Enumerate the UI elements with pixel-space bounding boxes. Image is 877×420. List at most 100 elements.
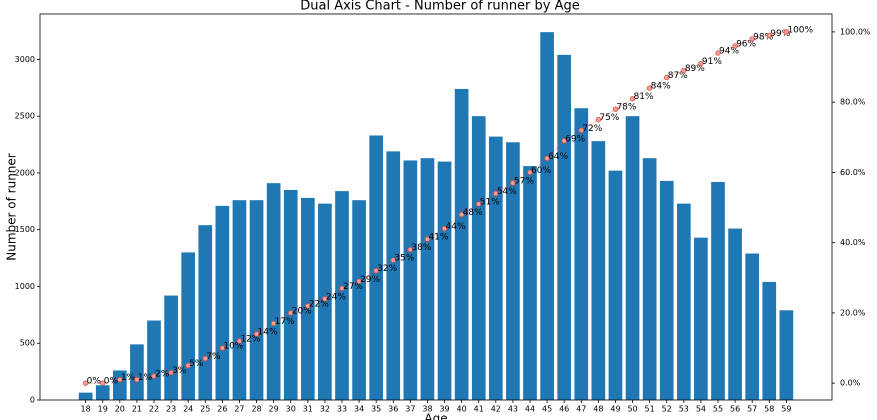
x-tick-label: 28 <box>251 405 261 414</box>
data-label: 17% <box>275 317 295 327</box>
x-tick-label: 52 <box>662 405 672 414</box>
data-label: 75% <box>599 113 619 123</box>
x-tick-label: 33 <box>337 405 347 414</box>
bar <box>147 320 161 400</box>
x-tick-label: 48 <box>593 405 603 414</box>
line-marker <box>561 138 567 144</box>
data-label: 12% <box>240 334 260 344</box>
bar <box>130 344 144 400</box>
x-tick-label: 42 <box>491 405 501 414</box>
x-tick-label: 39 <box>439 405 449 414</box>
x-tick-label: 20 <box>115 405 125 414</box>
bar <box>300 197 315 400</box>
x-tick-label: 50 <box>627 405 637 414</box>
bar <box>454 88 469 400</box>
line-marker <box>441 225 448 232</box>
bar <box>762 281 777 400</box>
x-tick-label: 36 <box>388 405 398 414</box>
bar <box>249 200 264 400</box>
data-label: 27% <box>343 282 363 292</box>
x-tick-label: 54 <box>696 405 706 414</box>
data-label: 48% <box>463 208 483 218</box>
x-tick-label: 47 <box>576 405 586 414</box>
y-tick-label: 1500 <box>15 225 35 234</box>
x-tick-label: 46 <box>559 405 569 414</box>
x-tick-label: 38 <box>422 405 432 414</box>
line-marker <box>698 60 704 67</box>
line-marker <box>476 201 482 207</box>
line-marker <box>407 246 414 253</box>
x-tick-label: 56 <box>730 405 740 414</box>
bar <box>403 160 418 400</box>
bar <box>745 253 760 400</box>
data-label: 94% <box>719 46 739 56</box>
line-marker <box>270 320 277 327</box>
x-tick-label: 59 <box>781 405 791 414</box>
x-tick-label: 57 <box>747 405 757 414</box>
bar <box>728 228 742 400</box>
data-label: 69% <box>565 134 585 144</box>
x-tick-label: 22 <box>149 405 159 414</box>
data-label: 32% <box>377 264 397 274</box>
x-tick-label: 37 <box>405 405 415 414</box>
bar <box>471 116 486 401</box>
x-tick-label: 45 <box>542 405 552 414</box>
line-marker <box>493 190 499 197</box>
line-marker <box>339 285 345 292</box>
line-marker <box>322 296 328 302</box>
line-marker <box>715 50 721 56</box>
bar <box>540 32 554 401</box>
data-label: 81% <box>634 92 654 102</box>
data-label: 57% <box>514 176 534 186</box>
data-label: 54% <box>497 187 517 197</box>
line-marker <box>783 29 790 35</box>
y-axis-label: Number of runner <box>5 153 19 261</box>
y-tick-label: 3000 <box>15 55 35 64</box>
bar <box>215 205 230 400</box>
bar <box>437 161 452 400</box>
y-tick-label: 1000 <box>15 282 35 291</box>
bar <box>694 237 708 400</box>
y2-tick-label: 100.0% <box>840 27 871 36</box>
line-marker <box>595 117 602 123</box>
bar <box>335 191 349 400</box>
data-label: 22% <box>309 299 329 309</box>
data-label: 87% <box>668 71 688 81</box>
x-tick-label: 51 <box>645 405 655 414</box>
bar <box>283 189 298 400</box>
line-marker <box>629 95 636 102</box>
data-label: 44% <box>446 222 466 232</box>
data-label: 5% <box>189 359 204 369</box>
y2-tick-label: 60.0% <box>840 168 866 177</box>
data-label: 0% <box>87 377 102 387</box>
x-tick-label: 58 <box>764 405 774 414</box>
line-marker <box>510 180 516 186</box>
bar <box>198 225 213 400</box>
data-label: 41% <box>428 233 448 243</box>
bar <box>659 180 674 400</box>
data-label: 3% <box>172 366 187 376</box>
line-marker <box>134 376 140 383</box>
data-label: 1% <box>138 373 153 383</box>
line-marker <box>185 362 191 369</box>
bar <box>608 170 623 400</box>
bar <box>676 203 691 400</box>
bar <box>95 385 110 400</box>
y-tick-label: 0 <box>30 396 35 405</box>
y2-tick-label: 40.0% <box>840 238 866 247</box>
line-marker <box>527 169 533 176</box>
x-tick-label: 49 <box>610 405 620 414</box>
data-label: 98% <box>753 32 773 42</box>
x-tick-label: 21 <box>132 405 142 414</box>
bar <box>369 135 384 400</box>
data-label: 24% <box>326 292 346 302</box>
x-axis-label: Age <box>424 412 447 420</box>
x-tick-label: 24 <box>183 405 193 414</box>
bar <box>488 136 503 401</box>
x-tick-label: 26 <box>217 405 227 414</box>
data-label: 96% <box>736 39 756 49</box>
data-label: 1% <box>121 373 136 383</box>
line-marker <box>82 380 89 386</box>
bar <box>625 116 640 401</box>
x-tick-label: 27 <box>234 405 244 414</box>
